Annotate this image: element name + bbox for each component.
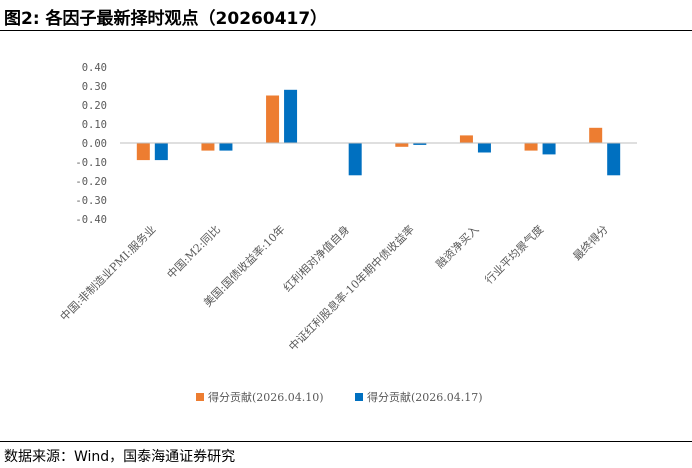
bar-series-1 xyxy=(524,143,538,151)
bar-series-2 xyxy=(542,143,556,155)
bar-series-1 xyxy=(201,143,215,151)
category-label: 最终得分 xyxy=(570,222,611,263)
y-tick-label: -0.10 xyxy=(75,157,107,169)
y-tick-label: 0.00 xyxy=(82,138,107,150)
category-label: 行业平均景气度 xyxy=(482,222,546,286)
title-rule xyxy=(0,30,692,31)
bar-series-2 xyxy=(154,143,168,161)
category-label: 融资净买入 xyxy=(433,222,482,271)
bar-series-1 xyxy=(395,143,409,147)
category-label: 中国:非制造业PMI:服务业 xyxy=(57,222,158,323)
source-note: 数据来源：Wind，国泰海通证券研究 xyxy=(4,449,236,465)
legend-label-1: 得分贡献(2026.04.10) xyxy=(208,390,324,404)
bar-series-1 xyxy=(459,135,473,143)
source-rule xyxy=(0,441,692,442)
legend-swatch-1 xyxy=(196,393,204,401)
category-label: 中国:M2:同比 xyxy=(165,223,223,281)
bar-series-2 xyxy=(284,89,298,143)
y-tick-label: -0.20 xyxy=(75,176,107,188)
legend-label-2: 得分贡献(2026.04.17) xyxy=(367,390,483,404)
category-label: 中证红利股息率-10年期中债收益率 xyxy=(286,222,417,353)
bar-series-2 xyxy=(348,143,362,176)
y-tick-label: 0.30 xyxy=(82,81,107,93)
legend-swatch-2 xyxy=(355,393,363,401)
bar-chart: 0.40 0.30 0.20 0.10 0.00 -0.10 -0.20 -0.30 -0.40… xyxy=(57,62,637,404)
bar-series-2 xyxy=(219,143,233,151)
bar-series-2 xyxy=(477,143,491,153)
y-tick-label: 0.10 xyxy=(82,119,107,131)
y-tick-label: 0.20 xyxy=(82,100,107,112)
y-tick-label: -0.30 xyxy=(75,195,107,207)
figure-title: 图2: 各因子最新择时观点（20260417） xyxy=(4,9,328,29)
bar-series-2 xyxy=(413,143,427,145)
bar-series-1 xyxy=(589,127,603,143)
bar-series-1 xyxy=(266,95,280,143)
y-tick-label: -0.40 xyxy=(75,214,107,226)
category-label: 红利相对净值自身 xyxy=(280,222,352,294)
bar-series-1 xyxy=(136,143,150,161)
bar-series-2 xyxy=(607,143,621,176)
y-tick-label: 0.40 xyxy=(82,62,107,74)
